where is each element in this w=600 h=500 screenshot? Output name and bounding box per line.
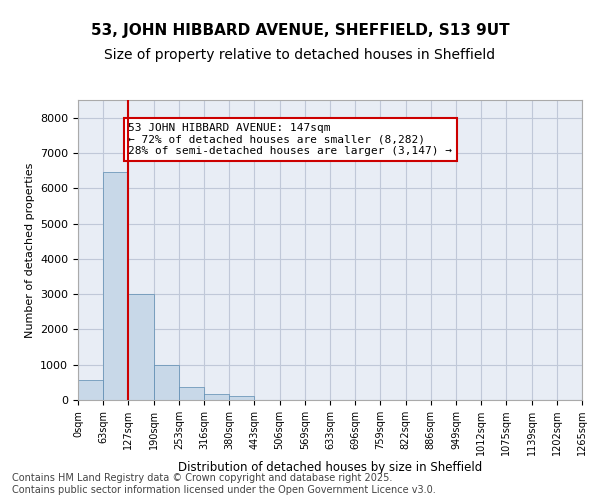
Y-axis label: Number of detached properties: Number of detached properties (25, 162, 35, 338)
Bar (78, 380, 103, 400)
Bar (128, 294, 154, 400)
Text: Size of property relative to detached houses in Sheffield: Size of property relative to detached ho… (104, 48, 496, 62)
Bar (103, 172, 128, 400)
X-axis label: Distribution of detached houses by size in Sheffield: Distribution of detached houses by size … (178, 461, 482, 474)
Text: Contains HM Land Registry data © Crown copyright and database right 2025.
Contai: Contains HM Land Registry data © Crown c… (12, 474, 436, 495)
Bar (154, 364, 179, 400)
Text: 53 JOHN HIBBARD AVENUE: 147sqm
← 72% of detached houses are smaller (8,282)
28% : 53 JOHN HIBBARD AVENUE: 147sqm ← 72% of … (128, 123, 452, 156)
Bar (229, 396, 254, 400)
Bar (204, 394, 229, 400)
Text: 53, JOHN HIBBARD AVENUE, SHEFFIELD, S13 9UT: 53, JOHN HIBBARD AVENUE, SHEFFIELD, S13 … (91, 22, 509, 38)
Bar (179, 387, 204, 400)
